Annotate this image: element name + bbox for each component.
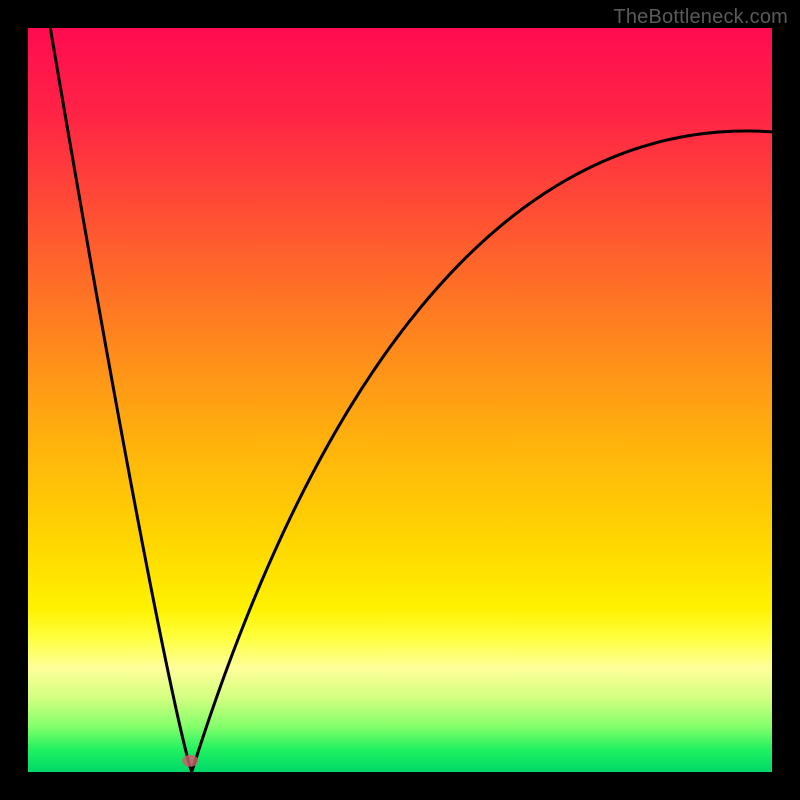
watermark-text: TheBottleneck.com	[613, 6, 788, 29]
vertex-marker	[182, 755, 198, 767]
chart-svg	[28, 28, 772, 772]
chart-plot-area	[28, 28, 772, 772]
gradient-background	[28, 28, 772, 772]
